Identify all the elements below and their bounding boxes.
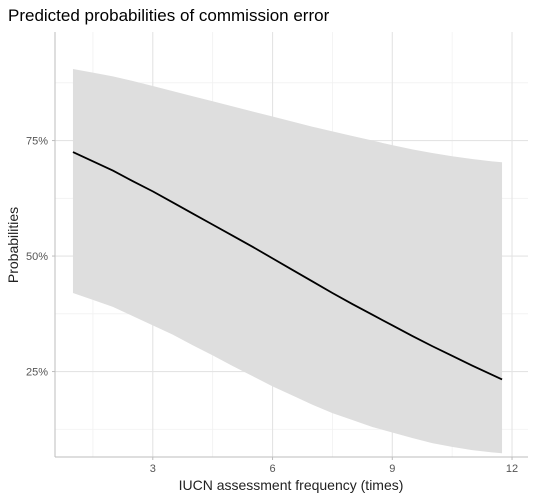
x-tick-label: 6 [269, 463, 275, 475]
prediction-line [72, 151, 503, 381]
y-axis-title: Probabilities [5, 207, 21, 283]
axes [52, 32, 528, 460]
x-tick-label: 9 [389, 463, 395, 475]
tick-labels: 3 6 9 12 25% 50% 75% [26, 136, 518, 475]
y-tick-label: 75% [26, 136, 48, 148]
x-tick-label: 12 [506, 463, 518, 475]
chart-title: Predicted probabilities of commission er… [8, 6, 330, 25]
x-tick-label: 3 [150, 463, 156, 475]
confidence-ribbon [72, 68, 503, 454]
x-axis-title: IUCN assessment frequency (times) [179, 477, 404, 493]
y-tick-label: 25% [26, 367, 48, 379]
confidence-band [72, 68, 503, 454]
y-tick-label: 50% [26, 251, 48, 263]
prediction-line-group [72, 151, 503, 381]
